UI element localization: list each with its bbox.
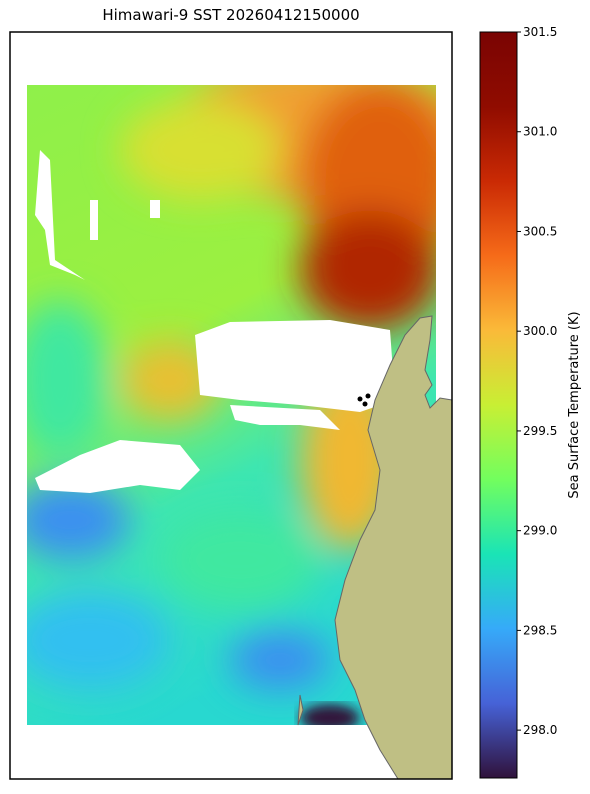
land xyxy=(334,315,453,780)
island xyxy=(297,694,304,726)
colorbar-tick-label: 301.5 xyxy=(523,25,557,39)
colorbar-tick-label: 298.0 xyxy=(523,723,557,737)
colorbar-tick-label: 301.0 xyxy=(523,125,557,139)
title: Himawari-9 SST 20260412150000 xyxy=(102,6,359,24)
colorbar xyxy=(479,31,518,779)
colorbar-label: Sea Surface Temperature (K) xyxy=(567,311,582,498)
colorbar-tick-label: 298.5 xyxy=(523,623,557,637)
sst-field xyxy=(27,85,436,725)
colorbar-tick-label: 300.0 xyxy=(523,324,557,338)
markers xyxy=(357,393,371,407)
map-frame xyxy=(9,31,453,780)
colorbar-tick-label: 299.5 xyxy=(523,424,557,438)
colorbar-tick-label: 300.5 xyxy=(523,224,557,238)
colorbar-tick-label: 299.0 xyxy=(523,524,557,538)
